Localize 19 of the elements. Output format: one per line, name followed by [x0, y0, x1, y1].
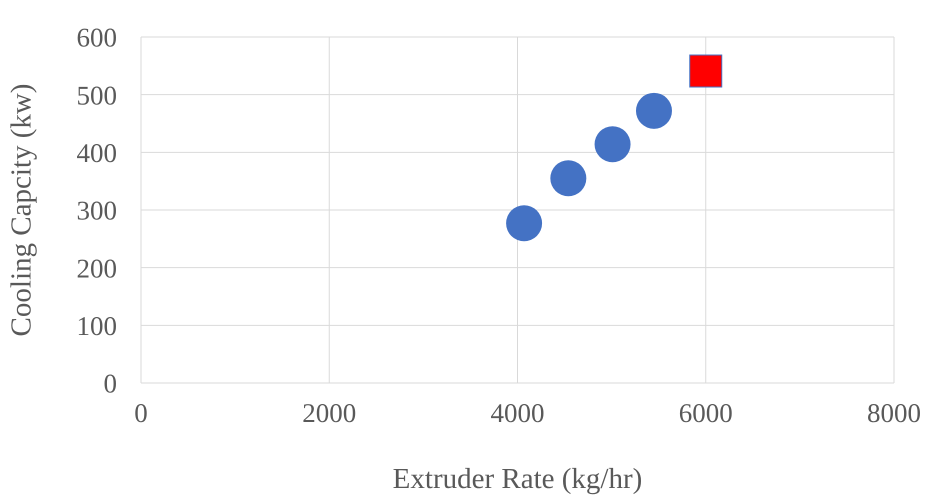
- point: [689, 54, 722, 88]
- y-tick-label: 600: [76, 22, 117, 53]
- x-tick-label: 6000: [678, 398, 733, 428]
- y-tick-label: 200: [76, 253, 117, 284]
- point: [550, 160, 586, 196]
- x-tick-label: 2000: [302, 398, 356, 428]
- x-axis-title: Extruder Rate (kg/hr): [392, 463, 642, 495]
- y-tick-label: 0: [104, 368, 117, 399]
- y-axis-title: Cooling Capcity (kw): [5, 84, 38, 336]
- point: [506, 205, 542, 242]
- y-tick-label: 500: [76, 80, 117, 110]
- x-tick-label: 4000: [490, 398, 544, 428]
- x-tick-label: 0: [134, 398, 148, 428]
- x-tick-label: 8000: [867, 398, 921, 428]
- y-tick-label: 400: [76, 138, 117, 168]
- point: [636, 92, 672, 129]
- y-tick-label: 100: [76, 310, 117, 341]
- y-tick-label: 300: [76, 196, 117, 226]
- point: [594, 126, 631, 162]
